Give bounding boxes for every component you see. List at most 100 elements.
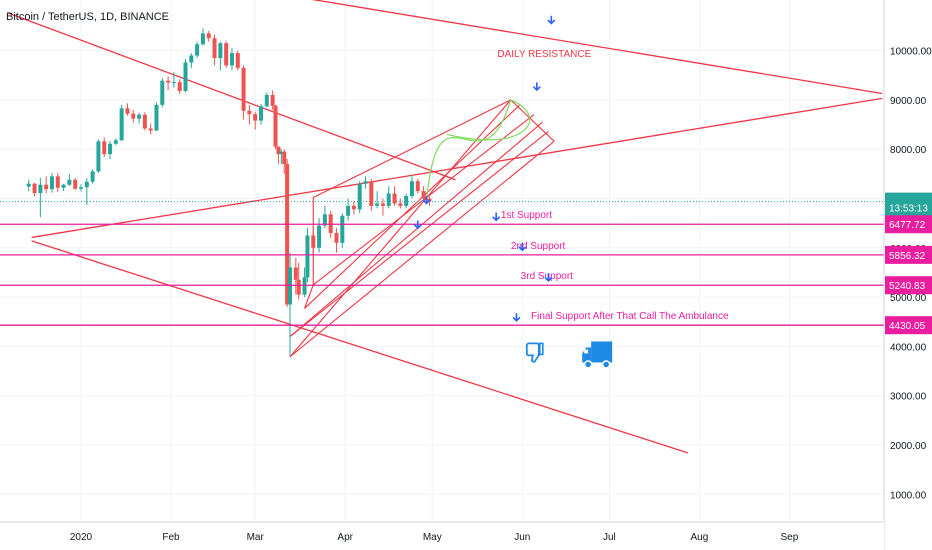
time-axis[interactable] bbox=[0, 522, 884, 550]
support-price-tag: 5856.32 bbox=[889, 251, 926, 262]
time-tick-label: Mar bbox=[247, 532, 265, 543]
candle-body bbox=[224, 43, 229, 66]
candle-body bbox=[259, 106, 263, 121]
support-layer: 1st Support 2nd Support 3rd Support Final S… bbox=[0, 210, 884, 326]
support-price-tag-bg bbox=[885, 215, 932, 234]
support-price-tag: 6477.72 bbox=[889, 220, 926, 231]
candle-body bbox=[392, 193, 397, 204]
trendline bbox=[31, 240, 688, 454]
candle-body bbox=[288, 267, 293, 305]
candle-body bbox=[253, 114, 258, 121]
candle-body bbox=[398, 203, 403, 206]
thumbs-down-cuff bbox=[539, 342, 544, 356]
candle-body bbox=[317, 225, 322, 248]
candle-body bbox=[322, 214, 327, 226]
support-label: 1st Support bbox=[501, 210, 552, 221]
candle-body bbox=[113, 140, 118, 144]
support-price-tag-bg bbox=[885, 316, 932, 335]
arrow-down-icon bbox=[544, 273, 553, 282]
candle-body bbox=[171, 82, 176, 84]
candle-body bbox=[102, 141, 107, 155]
candle-body bbox=[293, 267, 298, 280]
support-price-tag-bg bbox=[885, 276, 932, 295]
projection-curve bbox=[425, 99, 512, 203]
truck-wheel bbox=[601, 360, 611, 369]
support-price-tag-bg bbox=[885, 245, 932, 264]
channel-top-line bbox=[313, 99, 511, 199]
candle-body bbox=[302, 277, 307, 295]
candle-body bbox=[363, 181, 368, 184]
trendline bbox=[8, 12, 456, 181]
candle-body bbox=[160, 80, 165, 105]
candle-body bbox=[26, 183, 31, 187]
support-price-tag: 4430.05 bbox=[889, 321, 926, 332]
candle-body bbox=[131, 113, 136, 119]
price-tick-label: 4000.00 bbox=[890, 342, 927, 353]
candle-body bbox=[142, 114, 147, 129]
candle-body bbox=[55, 176, 60, 188]
candle-body bbox=[67, 179, 72, 185]
countdown-tag: 13:53:13 bbox=[889, 203, 928, 214]
candle-body bbox=[375, 203, 380, 206]
candle-body bbox=[415, 181, 420, 192]
price-tick-label: 10000.00 bbox=[890, 47, 932, 58]
candle-body bbox=[195, 44, 200, 56]
ambulance-truck-icon bbox=[582, 341, 613, 369]
trendline bbox=[31, 97, 883, 239]
candle-body bbox=[218, 43, 223, 58]
chart-title: Bitcoin / TetherUS, 1D, BINANCE bbox=[6, 11, 170, 23]
candle-body bbox=[212, 38, 217, 58]
arrow-down-icon bbox=[413, 220, 422, 230]
time-tick-label: Jul bbox=[603, 532, 616, 543]
thumbs-down-shape bbox=[525, 342, 540, 363]
price-axis[interactable] bbox=[884, 0, 932, 550]
candle-body bbox=[38, 184, 43, 194]
arrow-down-icon bbox=[492, 212, 500, 222]
time-tick-label: Apr bbox=[337, 532, 353, 543]
arrow-down-icon bbox=[518, 242, 527, 252]
candle-body bbox=[44, 184, 49, 190]
candle-body bbox=[189, 55, 194, 63]
channel-line bbox=[289, 99, 512, 358]
candle-body bbox=[247, 110, 252, 115]
time-tick-label: Sep bbox=[780, 532, 798, 543]
candle-body bbox=[357, 183, 362, 210]
candle-body bbox=[119, 108, 124, 141]
candle-body bbox=[148, 128, 153, 131]
candle-body bbox=[61, 184, 66, 188]
candle-body bbox=[276, 146, 281, 155]
candle-body bbox=[334, 233, 339, 243]
thumbs-down-icon bbox=[525, 342, 544, 363]
candle-body bbox=[200, 33, 205, 45]
candle-body bbox=[369, 181, 374, 206]
channel-line bbox=[289, 121, 543, 337]
candle-body bbox=[90, 171, 95, 182]
candle-body bbox=[183, 62, 188, 92]
time-tick-label: 2020 bbox=[70, 532, 93, 543]
truck-window bbox=[584, 349, 589, 354]
candle-body bbox=[108, 143, 113, 155]
candle-body bbox=[285, 163, 290, 305]
time-tick-label: May bbox=[423, 532, 442, 543]
candle-body bbox=[125, 108, 130, 114]
price-tick-label: 8000.00 bbox=[890, 145, 927, 156]
arrow-down-icon bbox=[533, 82, 541, 92]
candle-body bbox=[264, 94, 269, 107]
support-label: 2nd Support bbox=[511, 241, 566, 252]
time-tick-label: Jun bbox=[514, 532, 530, 543]
candle-body bbox=[386, 193, 391, 206]
candle-body bbox=[96, 141, 101, 172]
support-label: Final Support After That Call The Ambula… bbox=[531, 311, 729, 322]
candle-body bbox=[235, 53, 240, 68]
candle-body bbox=[296, 279, 301, 295]
candle-body bbox=[311, 235, 316, 248]
time-tick-label: Aug bbox=[690, 532, 708, 543]
daily-resistance-label: DAILY RESISTANCE bbox=[497, 49, 591, 60]
candle-body bbox=[273, 105, 278, 147]
price-tick-label: 3000.00 bbox=[890, 392, 927, 403]
candle-body bbox=[279, 151, 284, 155]
candle-body bbox=[166, 80, 171, 83]
candle-body bbox=[270, 94, 275, 106]
